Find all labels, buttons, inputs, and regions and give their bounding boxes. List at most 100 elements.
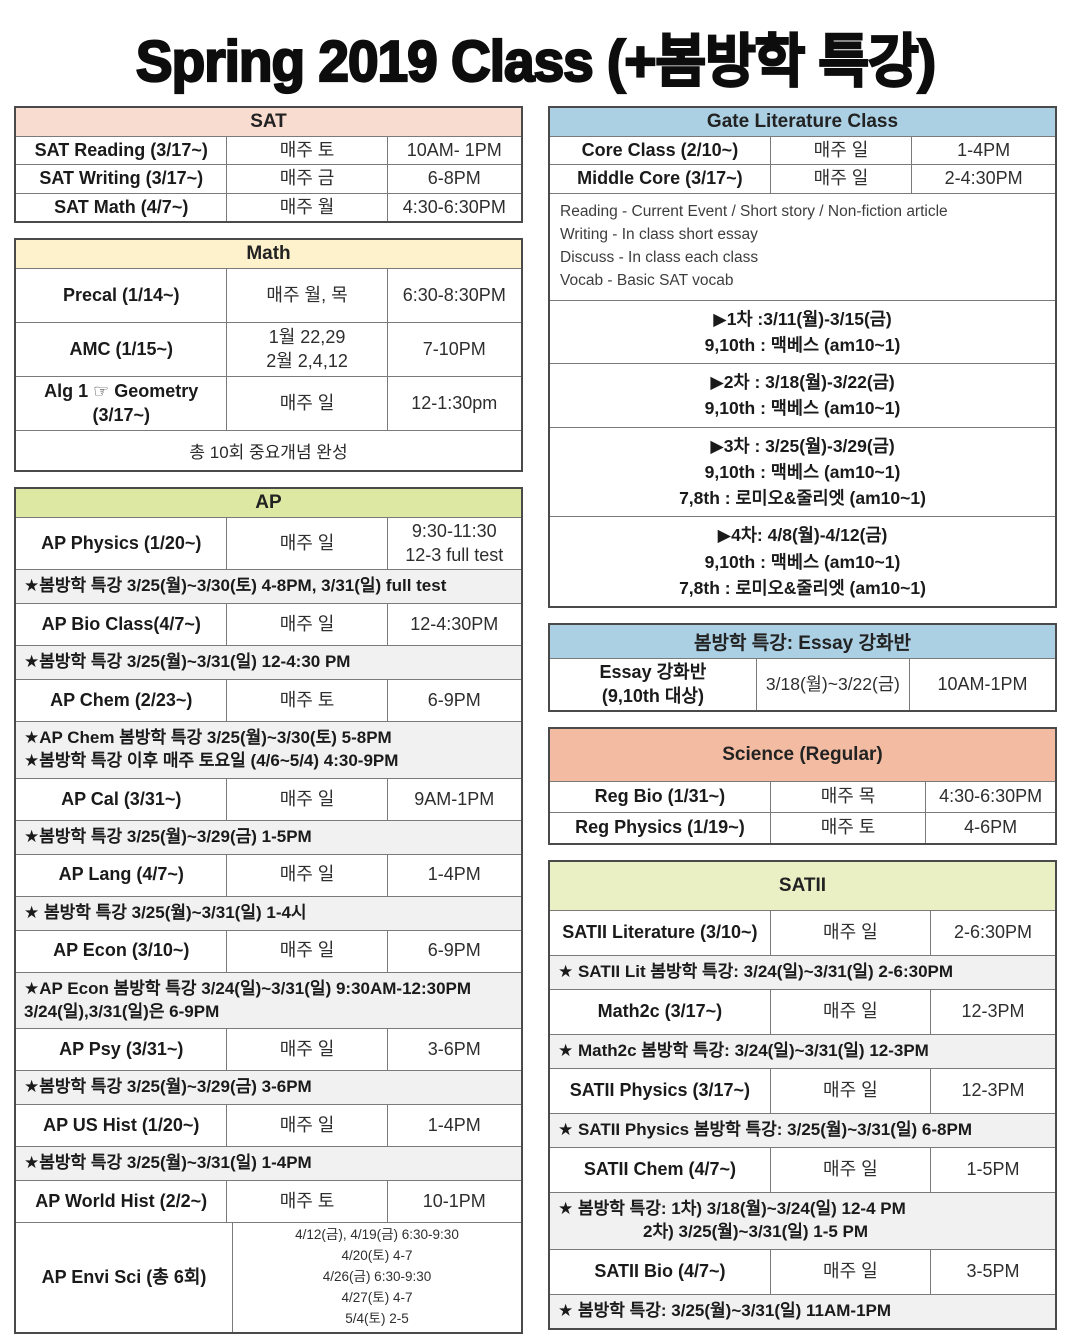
course-time-cell: 12-1:30pm bbox=[386, 377, 521, 431]
course-name-cell: SAT Reading (3/17~) bbox=[34, 140, 208, 160]
course-time-cell: 9AM-1PM bbox=[386, 778, 521, 820]
course-time-cell: 1-5PM bbox=[929, 1147, 1055, 1192]
spring-break-note-row: ★AP Chem 봄방학 특강 3/25(월)~3/30(토) 5-8PM ★봄… bbox=[16, 720, 521, 778]
spring-break-note-row: ★봄방학 특강 3/25(월)~3/30(토) 4-8PM, 3/31(일) f… bbox=[16, 568, 521, 603]
spring-break-note-row: ★봄방학 특강 3/25(월)~3/29(금) 1-5PM bbox=[16, 819, 521, 854]
session-row: ▶3차 : 3/25(월)-3/29(금) 9,10th : 맥베스 (am10… bbox=[550, 426, 1055, 517]
class-row: SATII Physics (3/17~) 매주 일 12-3PM bbox=[550, 1067, 1055, 1113]
course-name-cell: Core Class (2/10~) bbox=[581, 140, 739, 160]
table-title-essay: 봄방학 특강: Essay 강화반 bbox=[550, 625, 1055, 659]
course-time-cell: 12-3PM bbox=[929, 1068, 1055, 1113]
course-schedule-cell: 매주 토 bbox=[226, 1181, 386, 1223]
class-row: AP Bio Class(4/7~) 매주 일 12-4:30PM bbox=[16, 602, 521, 645]
course-name-cell: Reg Bio (1/31~) bbox=[594, 786, 726, 807]
class-row: Alg 1 ☞ Geometry (3/17~) 매주 일 12-1:30pm bbox=[16, 376, 521, 431]
class-row: Precal (1/14~) 매주 월, 목 6:30-8:30PM bbox=[16, 268, 521, 323]
class-row: AP Physics (1/20~) 매주 일 9:30-11:30 12-3 fu… bbox=[16, 517, 521, 569]
course-schedule-cell: 매주 일 bbox=[226, 377, 386, 431]
class-row: SATII Bio (4/7~) 매주 일 3-5PM bbox=[550, 1248, 1055, 1294]
spring-break-note-row: ★ Math2c 봄방학 특강: 3/24(일)~3/31(일) 12-3PM bbox=[550, 1033, 1055, 1068]
class-row: AP Lang (4/7~) 매주 일 1-4PM bbox=[16, 853, 521, 896]
course-name-cell: SATII Bio (4/7~) bbox=[594, 1261, 726, 1282]
table-essay: 봄방학 특강: Essay 강화반 Essay 강화반 (9,10th 대상) 3/… bbox=[548, 623, 1057, 713]
class-row: AP World Hist (2/2~) 매주 토 10-1PM bbox=[16, 1180, 521, 1223]
course-time-cell: 6-9PM bbox=[386, 679, 521, 721]
course-name-cell: Alg 1 ☞ Geometry (3/17~) bbox=[44, 381, 199, 425]
course-schedule-cell: 3/18(월)~3/22(금) bbox=[755, 659, 909, 711]
course-detail-cell: 4/12(금), 4/19(금) 6:30-9:30 4/20(토) 4-7 4… bbox=[232, 1223, 521, 1332]
course-schedule-cell: 매주 월 bbox=[226, 193, 386, 222]
class-description-row: Reading - Current Event / Short story / … bbox=[550, 192, 1055, 300]
table-title-satii: SATII bbox=[550, 862, 1055, 911]
table-math: Math Precal (1/14~) 매주 월, 목 6:30-8:30PM AMC … bbox=[14, 238, 523, 473]
course-time-cell: 10AM- 1PM bbox=[386, 137, 521, 165]
course-time-cell: 1-4PM bbox=[386, 1105, 521, 1147]
course-time-cell: 6-8PM bbox=[386, 165, 521, 193]
class-row: Essay 강화반 (9,10th 대상) 3/18(월)~3/22(금) 10AM… bbox=[550, 658, 1055, 711]
course-name-cell: AP Physics (1/20~) bbox=[41, 532, 202, 553]
course-name-cell: Reg Physics (1/19~) bbox=[575, 817, 745, 838]
course-time-cell: 3-6PM bbox=[386, 1029, 521, 1071]
course-name-cell: AP Psy (3/31~) bbox=[59, 1039, 184, 1060]
spring-break-note-row: ★봄방학 특강 3/25(월)~3/29(금) 3-6PM bbox=[16, 1070, 521, 1105]
class-row: Reg Physics (1/19~) 매주 토 4-6PM bbox=[550, 812, 1055, 844]
class-row: SATII Literature (3/10~) 매주 일 2-6:30PM bbox=[550, 910, 1055, 956]
spring-break-note-row: ★ 봄방학 특강: 3/25(월)~3/31(일) 11AM-1PM bbox=[550, 1293, 1055, 1328]
class-row: Core Class (2/10~) 매주 일 1-4PM bbox=[550, 136, 1055, 165]
spring-break-note-row: ★ SATII Physics 봄방학 특강: 3/25(월)~3/31(일) … bbox=[550, 1112, 1055, 1147]
course-time-cell: 1-4PM bbox=[386, 854, 521, 896]
class-row: Reg Bio (1/31~) 매주 목 4:30-6:30PM bbox=[550, 781, 1055, 813]
course-schedule-cell: 매주 일 bbox=[226, 854, 386, 896]
course-name-cell: AP World Hist (2/2~) bbox=[35, 1191, 208, 1212]
course-time-cell: 4-6PM bbox=[925, 813, 1055, 844]
course-time-cell: 6-9PM bbox=[386, 930, 521, 972]
session-row: ▶2차 : 3/18(월)-3/22(금) 9,10th : 맥베스 (am10… bbox=[550, 363, 1055, 427]
spring-break-note-row: ★봄방학 특강 3/25(월)~3/31(일) 12-4:30 PM bbox=[16, 644, 521, 679]
course-time-cell: 12-3PM bbox=[929, 989, 1055, 1034]
table-title-ap: AP bbox=[16, 489, 521, 518]
class-row: SATII Chem (4/7~) 매주 일 1-5PM bbox=[550, 1146, 1055, 1192]
right-column: Gate Literature Class Core Class (2/10~) 매… bbox=[548, 106, 1057, 1330]
course-time-cell: 10-1PM bbox=[386, 1181, 521, 1223]
spring-break-note-row: ★AP Econ 봄방학 특강 3/24(일)~3/31(일) 9:30AM-1… bbox=[16, 971, 521, 1029]
class-row: AP Cal (3/31~) 매주 일 9AM-1PM bbox=[16, 777, 521, 820]
spring-break-note-row: ★ 봄방학 특강 3/25(월)~3/31(일) 1-4시 bbox=[16, 895, 521, 930]
class-row: AMC (1/15~) 1월 22,29 2월 2,4,12 7-10PM bbox=[16, 322, 521, 377]
course-schedule-cell: 매주 일 bbox=[226, 1105, 386, 1147]
table-title-gate: Gate Literature Class bbox=[550, 108, 1055, 136]
course-name-cell: AP Econ (3/10~) bbox=[53, 940, 190, 961]
class-row: AP Chem (2/23~) 매주 토 6-9PM bbox=[16, 678, 521, 721]
course-name-cell: AP Lang (4/7~) bbox=[58, 864, 184, 885]
table-science: Science (Regular) Reg Bio (1/31~) 매주 목 4:30… bbox=[548, 727, 1057, 846]
schedule-layout: SAT SAT Reading (3/17~) 매주 토 10AM- 1PM SAT W… bbox=[0, 106, 1071, 1334]
course-schedule-cell: 매주 목 bbox=[769, 782, 925, 813]
course-name-cell: Precal (1/14~) bbox=[62, 284, 180, 305]
course-name-cell: Middle Core (3/17~) bbox=[577, 168, 743, 189]
table-satii: SATII SATII Literature (3/10~) 매주 일 2-6:30P… bbox=[548, 860, 1057, 1330]
course-name-cell: SATII Physics (3/17~) bbox=[569, 1080, 751, 1101]
session-row: ▶1차 :3/11(월)-3/15(금) 9,10th : 맥베스 (am10~… bbox=[550, 299, 1055, 364]
table-title-sat: SAT bbox=[16, 108, 521, 136]
table-footer-row: 총 10회 중요개념 완성 bbox=[16, 430, 521, 470]
course-schedule-cell: 매주 일 bbox=[769, 911, 930, 956]
course-name-cell: AMC (1/15~) bbox=[69, 338, 173, 359]
course-name-cell: SATII Literature (3/10~) bbox=[562, 922, 758, 943]
course-schedule-cell: 매주 일 bbox=[226, 930, 386, 972]
class-row: AP Econ (3/10~) 매주 일 6-9PM bbox=[16, 929, 521, 972]
course-schedule-cell: 1월 22,29 2월 2,4,12 bbox=[226, 323, 386, 377]
course-schedule-cell: 매주 일 bbox=[226, 778, 386, 820]
class-row: SAT Reading (3/17~) 매주 토 10AM- 1PM bbox=[16, 136, 521, 165]
left-column: SAT SAT Reading (3/17~) 매주 토 10AM- 1PM SAT W… bbox=[14, 106, 523, 1334]
course-schedule-cell: 매주 월, 목 bbox=[226, 269, 386, 323]
course-schedule-cell: 매주 토 bbox=[226, 679, 386, 721]
class-row: Math2c (3/17~) 매주 일 12-3PM bbox=[550, 988, 1055, 1034]
table-title-science: Science (Regular) bbox=[550, 729, 1055, 782]
course-name-cell: AP US Hist (1/20~) bbox=[43, 1115, 200, 1136]
course-name-cell: AP Bio Class(4/7~) bbox=[41, 613, 201, 634]
class-row: Middle Core (3/17~) 매주 일 2-4:30PM bbox=[550, 164, 1055, 193]
course-schedule-cell: 매주 일 bbox=[769, 165, 911, 193]
spring-break-note-row: ★봄방학 특강 3/25(월)~3/31(일) 1-4PM bbox=[16, 1146, 521, 1181]
spring-break-note-row: ★ 봄방학 특강: 1차) 3/18(월)~3/24(일) 12-4 PM 2차… bbox=[550, 1191, 1055, 1249]
course-time-cell: 3-5PM bbox=[929, 1249, 1055, 1294]
course-schedule-cell: 매주 금 bbox=[226, 165, 386, 193]
